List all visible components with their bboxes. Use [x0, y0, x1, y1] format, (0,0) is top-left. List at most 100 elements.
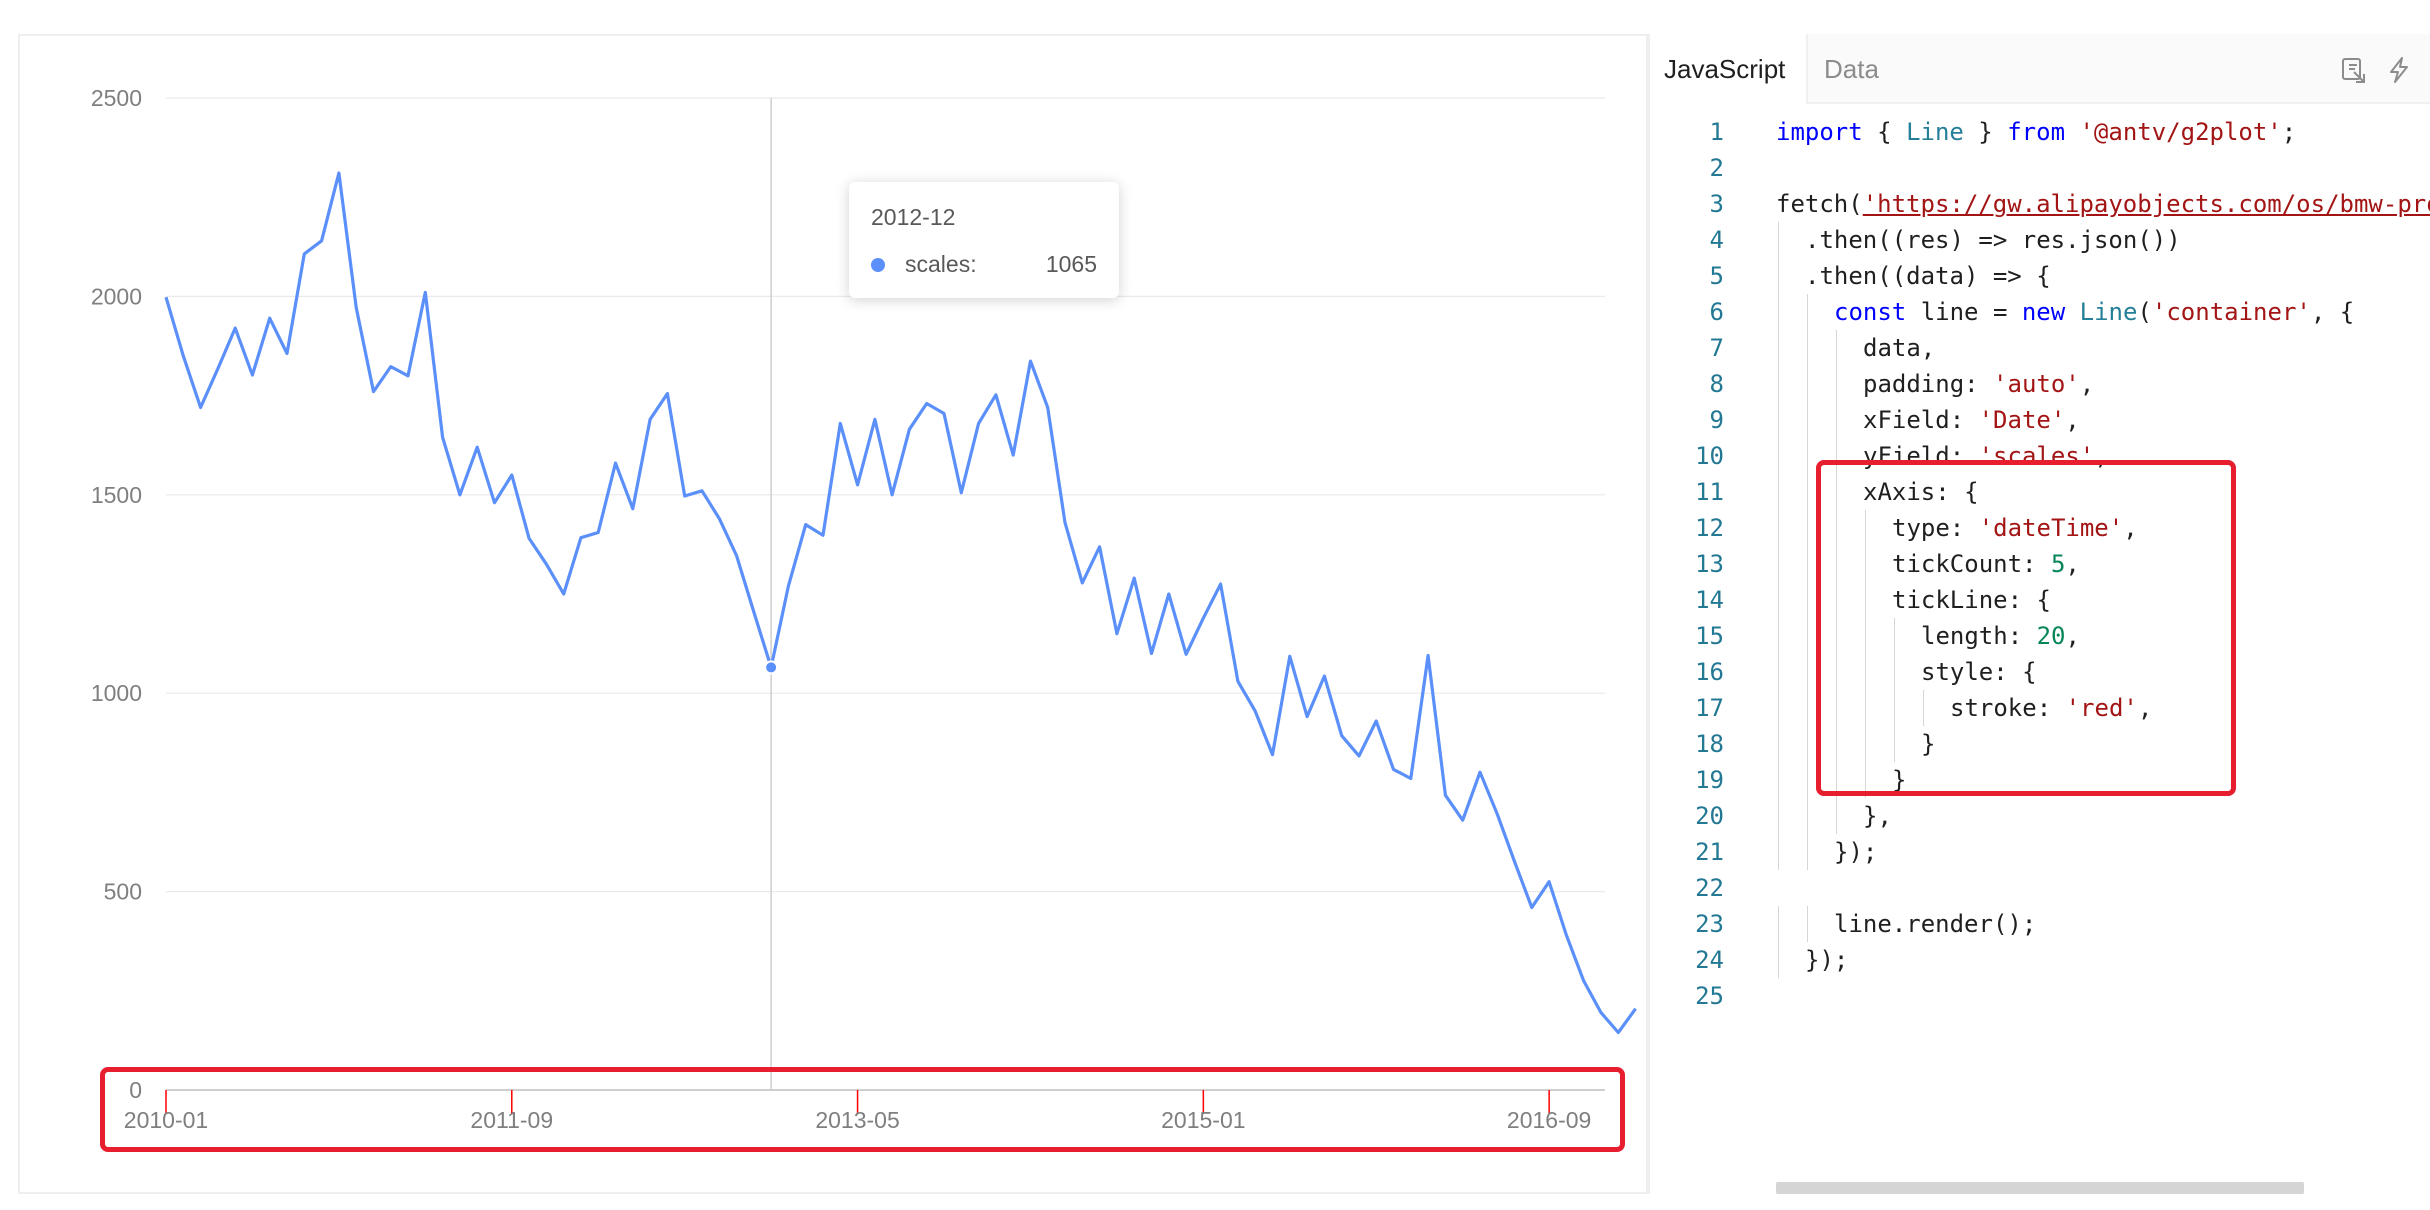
code-token	[2065, 118, 2079, 146]
tab-javascript[interactable]: JavaScript	[1650, 34, 1808, 104]
indent-guide	[1836, 690, 1837, 726]
y-axis: 0 500 1000 1500 2000 2500	[91, 85, 142, 1103]
horizontal-scrollbar[interactable]	[1776, 1182, 2304, 1194]
code-line[interactable]: 15 length: 20,	[1650, 618, 2430, 654]
code-line[interactable]: 5 .then((data) => {	[1650, 258, 2430, 294]
line-code: data,	[1863, 330, 1935, 366]
code-line[interactable]: 13 tickCount: 5,	[1650, 546, 2430, 582]
line-number: 21	[1695, 838, 1724, 866]
code-line[interactable]: 2	[1650, 150, 2430, 186]
indent-guide	[1807, 474, 1808, 510]
lightning-icon[interactable]	[2385, 56, 2413, 84]
code-line[interactable]: 7 data,	[1650, 330, 2430, 366]
indent-guide	[1836, 330, 1837, 366]
indent-guide	[1836, 798, 1837, 834]
code-token: .then((data) => {	[1805, 262, 2051, 290]
indent-guide	[1836, 654, 1837, 690]
code-line[interactable]: 4 .then((res) => res.json())	[1650, 222, 2430, 258]
code-token: 'container'	[2151, 298, 2311, 326]
x-axis: 2010-01 2011-09 2013-05 2015-01 2016-09	[124, 1090, 1591, 1133]
indent-guide	[1778, 402, 1779, 438]
line-code: });	[1834, 834, 1877, 870]
indent-guide	[1778, 690, 1779, 726]
x-tick-label: 2010-01	[124, 1107, 208, 1133]
indent-guide	[1865, 690, 1866, 726]
indent-guide	[1894, 618, 1895, 654]
code-token: Line	[1906, 118, 1964, 146]
code-line[interactable]: 16 style: {	[1650, 654, 2430, 690]
line-chart[interactable]: 0 500 1000 1500 2000 2500 2010-01 2011-09 2013-…	[20, 36, 1650, 1196]
line-code: padding: 'auto',	[1863, 366, 2094, 402]
indent-guide	[1778, 330, 1779, 366]
y-tick-label: 1000	[91, 680, 142, 706]
code-line[interactable]: 22	[1650, 870, 2430, 906]
code-token: from	[2007, 118, 2066, 146]
code-line[interactable]: 24});	[1650, 942, 2430, 978]
code-line[interactable]: 25	[1650, 978, 2430, 1014]
indent-guide	[1807, 438, 1808, 474]
code-line[interactable]: 20},	[1650, 798, 2430, 834]
active-point[interactable]	[764, 660, 779, 675]
indent-guide	[1894, 654, 1895, 690]
indent-guide	[1865, 546, 1866, 582]
code-line[interactable]: 19}	[1650, 762, 2430, 798]
indent-guide	[1865, 510, 1866, 546]
line-code: length: 20,	[1921, 618, 2080, 654]
line-number: 17	[1695, 694, 1724, 722]
series-line[interactable]	[164, 171, 1637, 1035]
code-line[interactable]: 8 padding: 'auto',	[1650, 366, 2430, 402]
code-line[interactable]: 17 stroke: 'red',	[1650, 690, 2430, 726]
code-line[interactable]: 3 fetch('https://gw.alipayobjects.com/os/…	[1650, 186, 2430, 222]
indent-guide	[1836, 582, 1837, 618]
line-code: style: {	[1921, 654, 2037, 690]
indent-guide	[1836, 618, 1837, 654]
indent-guide	[1807, 546, 1808, 582]
indent-guide	[1778, 906, 1779, 942]
line-number: 14	[1695, 586, 1724, 614]
series-scales[interactable]	[164, 171, 1637, 1035]
indent-guide	[1836, 726, 1837, 762]
code-line[interactable]: 9 xField: 'Date',	[1650, 402, 2430, 438]
line-number: 8	[1709, 370, 1724, 398]
indent-guide	[1865, 618, 1866, 654]
code-token: new	[2021, 298, 2066, 326]
line-number: 18	[1695, 730, 1724, 758]
tab-data[interactable]: Data	[1824, 54, 1879, 84]
code-line[interactable]: 6 const line = new Line('container', {	[1650, 294, 2430, 330]
code-token: xAxis: {	[1863, 478, 1979, 506]
editor-tab-bar: JavaScript Data	[1650, 34, 2430, 104]
code-token: yField:	[1863, 442, 1979, 470]
line-code: xAxis: {	[1863, 474, 1979, 510]
line-number: 5	[1709, 262, 1724, 290]
tooltip-marker	[871, 257, 885, 272]
code-line[interactable]: 21});	[1650, 834, 2430, 870]
line-code: xField: 'Date',	[1863, 402, 2080, 438]
code-line[interactable]: 14 tickLine: {	[1650, 582, 2430, 618]
indent-guide	[1807, 582, 1808, 618]
code-token: .then((res) => res.json())	[1805, 226, 2181, 254]
code-line[interactable]: 10 yField: 'scales',	[1650, 438, 2430, 474]
indent-guide	[1836, 510, 1837, 546]
code-line[interactable]: 12 type: 'dateTime',	[1650, 510, 2430, 546]
indent-guide	[1836, 762, 1837, 798]
indent-guide	[1807, 690, 1808, 726]
indent-guide	[1865, 654, 1866, 690]
tooltip-title: 2012-12	[871, 204, 956, 230]
code-token: const	[1834, 298, 1907, 326]
line-code: }	[1892, 762, 1906, 798]
line-number: 15	[1695, 622, 1724, 650]
code-line[interactable]: 1 import { Line } from '@antv/g2plot';	[1650, 114, 2430, 150]
copy-icon[interactable]	[2340, 56, 2368, 84]
indent-guide	[1865, 762, 1866, 798]
indent-guide	[1836, 546, 1837, 582]
code-line[interactable]: 23 line.render();	[1650, 906, 2430, 942]
indent-guide	[1778, 366, 1779, 402]
code-token: ,	[2065, 550, 2080, 578]
code-line[interactable]: 11 xAxis: {	[1650, 474, 2430, 510]
x-tick-label: 2013-05	[815, 1107, 899, 1133]
y-tick-label: 500	[104, 879, 142, 905]
line-number: 22	[1695, 874, 1724, 902]
code-line[interactable]: 18}	[1650, 726, 2430, 762]
code-token: }	[1892, 766, 1907, 794]
line-code: },	[1863, 798, 1892, 834]
